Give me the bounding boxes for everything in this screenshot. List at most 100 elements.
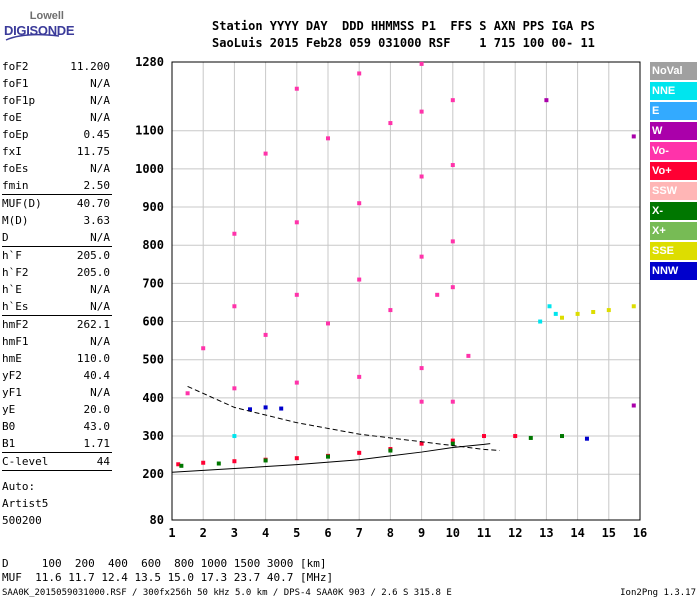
y-tick-label: 1100: [135, 124, 164, 138]
data-point-vo-: [294, 86, 299, 91]
legend-item: X-: [650, 202, 697, 220]
data-point-vo-: [419, 366, 424, 371]
param-row: hmE 110.0: [2, 350, 112, 367]
param-name: foF2: [2, 60, 29, 73]
x-tick-label: 8: [387, 526, 394, 540]
y-tick-label: 600: [142, 315, 164, 329]
data-point-x-: [560, 434, 564, 439]
legend-item: W: [650, 122, 697, 140]
autoscale-line: Artist5: [2, 497, 49, 510]
param-value: 3.63: [83, 214, 111, 227]
data-point-vo-: [419, 254, 424, 259]
param-name: foE: [2, 111, 22, 124]
x-tick-label: 7: [356, 526, 363, 540]
data-point-vo-: [232, 459, 237, 464]
param-value: 1.71: [83, 437, 111, 450]
data-point-sse: [606, 308, 611, 313]
data-point-vo-: [419, 174, 424, 179]
data-point-vo-: [263, 332, 268, 337]
param-name: fxI: [2, 145, 22, 158]
data-point-vo-: [388, 308, 393, 313]
station-header-values: SaoLuis 2015 Feb28 059 031000 RSF 1 715 …: [212, 36, 595, 50]
legend-item: Vo-: [650, 142, 697, 160]
x-tick-label: 2: [200, 526, 207, 540]
param-row: B1 1.71: [2, 435, 112, 452]
param-name: yE: [2, 403, 16, 416]
data-point-vo-: [419, 399, 424, 404]
param-name: fmin: [2, 179, 29, 192]
data-point-nne: [538, 319, 543, 324]
data-point-x-: [450, 441, 455, 446]
data-point-vo-: [450, 399, 455, 404]
param-value: N/A: [90, 162, 110, 175]
data-point-nne: [547, 304, 552, 309]
param-separator: [2, 470, 112, 471]
scaled-parameters-panel: foF2 11.200 foF1 N/A foF1p N/A foE N/A foEp 0.45 f…: [2, 58, 112, 471]
data-point-vo-: [326, 321, 330, 326]
param-name: MUF(D): [2, 197, 42, 210]
param-name: foEs: [2, 162, 29, 175]
data-point-vo-: [294, 380, 299, 385]
plot-frame: [171, 61, 641, 521]
param-value: 11.75: [76, 145, 110, 158]
data-point-vo-: [357, 450, 362, 455]
x-tick-label: 14: [570, 526, 584, 540]
param-row: M(D) 3.63: [2, 212, 112, 229]
param-separator: [2, 452, 112, 453]
data-point-nnw: [279, 406, 284, 411]
param-value: 20.0: [83, 403, 111, 416]
data-point-vo-: [450, 438, 455, 443]
data-point-vo-: [435, 292, 440, 297]
logo-digisonde: DIGISONDE: [4, 23, 75, 38]
param-name: B0: [2, 420, 16, 433]
y-tick-label: 1000: [135, 162, 164, 176]
x-tick-label: 5: [293, 526, 300, 540]
data-point-vo-: [232, 386, 237, 391]
data-point-w: [631, 134, 636, 139]
data-point-vo-: [482, 434, 486, 439]
x-tick-label: 9: [418, 526, 425, 540]
trace-fit-curve: [171, 443, 491, 473]
x-tick-label: 11: [477, 526, 491, 540]
param-value: N/A: [90, 94, 110, 107]
autoscale-line: Auto:: [2, 480, 36, 493]
logo-lowell: Lowell: [29, 10, 64, 22]
param-row: fmin 2.50: [2, 177, 112, 194]
data-point-vo-: [232, 231, 237, 236]
data-point-vo-: [201, 460, 206, 465]
param-value: 110.0: [76, 352, 110, 365]
param-row: foEs N/A: [2, 160, 112, 177]
legend-item: SSW: [650, 182, 697, 200]
param-name: h`E: [2, 283, 22, 296]
x-tick-label: 13: [539, 526, 553, 540]
data-point-nne: [553, 311, 558, 316]
param-name: h`Es: [2, 300, 29, 313]
x-tick-label: 10: [446, 526, 460, 540]
data-point-vo-: [357, 71, 362, 76]
y-tick-label: 200: [142, 467, 164, 481]
legend-item: Vo+: [650, 162, 697, 180]
data-point-nne: [232, 434, 237, 439]
param-row: B0 43.0: [2, 418, 112, 435]
data-point-vo-: [176, 462, 181, 467]
param-row: h`E N/A: [2, 281, 112, 298]
data-point-vo-: [357, 374, 362, 379]
param-row: D N/A: [2, 229, 112, 246]
param-value: 40.4: [83, 369, 111, 382]
legend-item: NNE: [650, 82, 697, 100]
param-value: N/A: [90, 77, 110, 90]
param-row: h`F2 205.0: [2, 264, 112, 281]
param-value: 262.1: [76, 318, 110, 331]
x-tick-label: 3: [231, 526, 238, 540]
footer: SAA0K_2015059031000.RSF / 300fx256h 50 k…: [2, 588, 698, 598]
y-tick-label: 500: [142, 353, 164, 367]
y-tick-label: 800: [142, 238, 164, 252]
data-point-nnw: [584, 436, 589, 441]
data-point-vo-: [357, 277, 362, 282]
param-name: h`F: [2, 249, 22, 262]
data-point-vo-: [294, 220, 299, 225]
param-value: N/A: [90, 335, 110, 348]
param-value: N/A: [90, 300, 110, 313]
autoscale-line: 500200: [2, 514, 42, 527]
